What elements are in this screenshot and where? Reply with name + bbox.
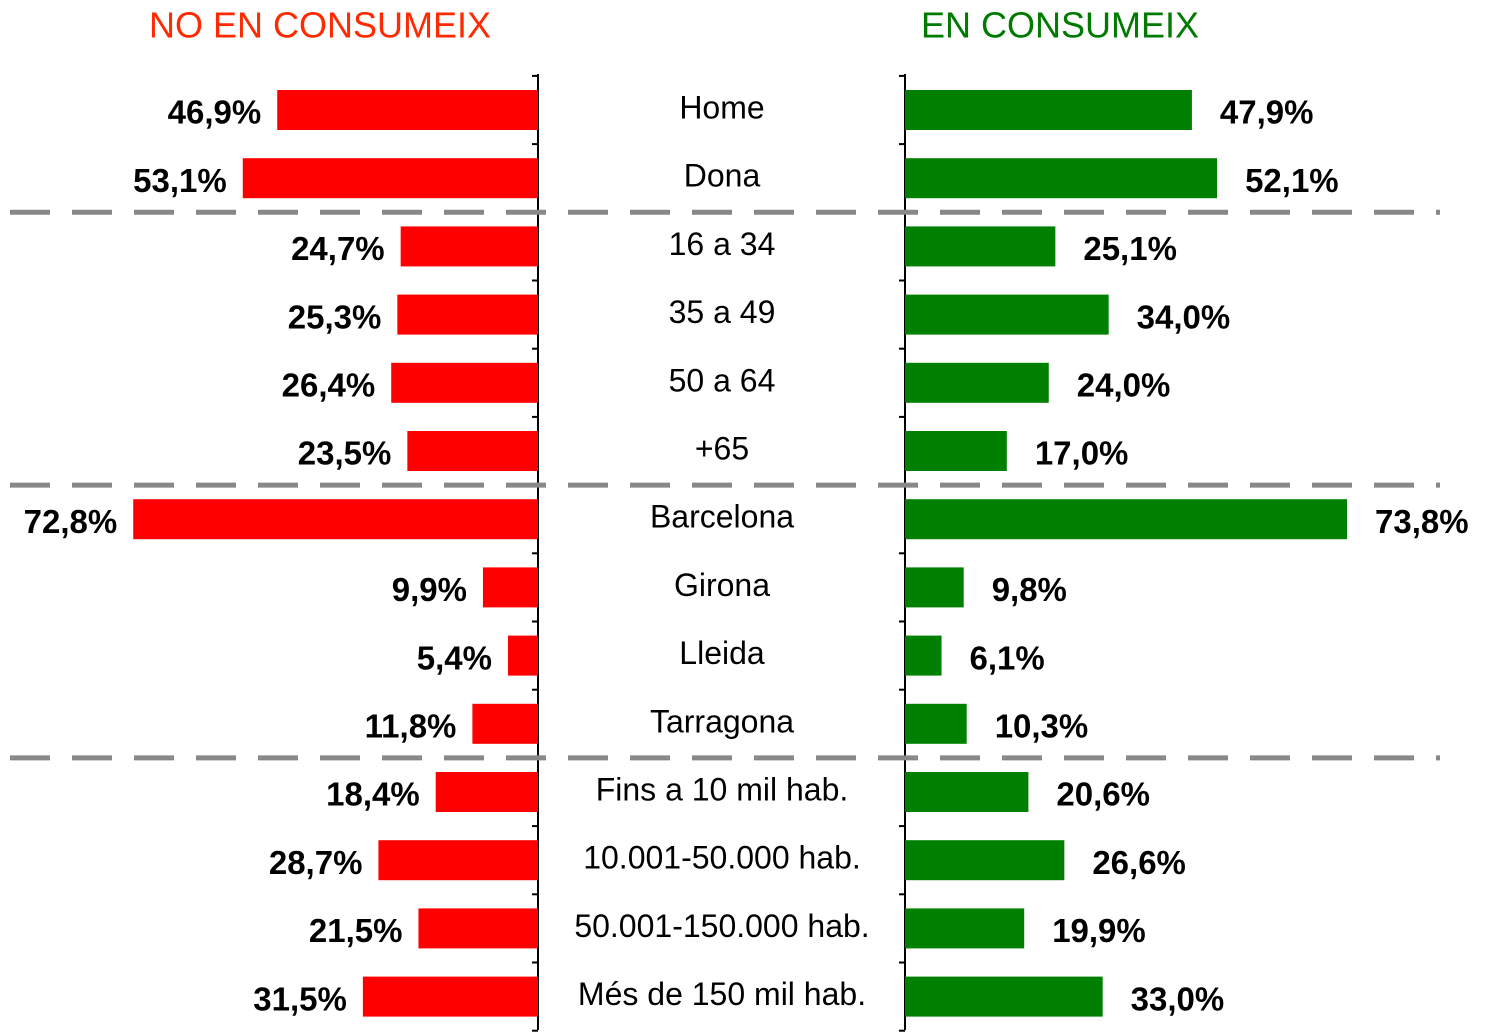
- value-label: 34,0%: [1137, 298, 1231, 335]
- bar: [905, 703, 967, 744]
- value-label: 24,0%: [1077, 367, 1171, 404]
- value-label: 28,7%: [269, 844, 363, 881]
- value-label: 18,4%: [326, 776, 420, 813]
- value-label: 5,4%: [417, 639, 492, 676]
- value-label: 52,1%: [1245, 162, 1339, 199]
- category-label: 10.001-50.000 hab.: [583, 840, 861, 876]
- value-label: 6,1%: [970, 639, 1045, 676]
- bar: [435, 772, 538, 812]
- value-label: 9,8%: [992, 571, 1067, 608]
- bar: [397, 294, 538, 335]
- value-label: 25,1%: [1083, 230, 1177, 267]
- bar: [362, 976, 538, 1017]
- value-label: 17,0%: [1035, 435, 1129, 472]
- value-label: 31,5%: [253, 980, 347, 1017]
- bar: [905, 431, 1007, 471]
- value-label: 73,8%: [1375, 503, 1469, 540]
- bar: [242, 158, 538, 199]
- value-label: 9,9%: [392, 571, 467, 608]
- series-title: NO EN CONSUMEIX: [149, 5, 491, 46]
- bar: [905, 908, 1025, 949]
- bar: [482, 567, 538, 608]
- value-label: 23,5%: [298, 435, 392, 472]
- series-title: EN CONSUMEIX: [921, 5, 1199, 46]
- category-label: 35 a 49: [669, 294, 776, 330]
- value-label: 46,9%: [168, 94, 262, 131]
- bar: [905, 772, 1029, 812]
- bar: [905, 499, 1348, 540]
- value-label: 20,6%: [1056, 776, 1150, 813]
- bar: [418, 908, 538, 949]
- bar: [905, 294, 1109, 335]
- category-label: 16 a 34: [669, 226, 776, 262]
- category-label: Més de 150 mil hab.: [578, 976, 866, 1012]
- bar: [277, 90, 538, 130]
- category-label: Girona: [674, 567, 770, 603]
- bar: [905, 90, 1192, 130]
- bar: [507, 635, 538, 676]
- value-label: 33,0%: [1131, 980, 1225, 1017]
- bar: [391, 362, 538, 403]
- bar: [905, 158, 1218, 199]
- bar: [905, 226, 1056, 267]
- category-label: Barcelona: [650, 499, 794, 535]
- category-label: Dona: [684, 158, 761, 194]
- category-label: Fins a 10 mil hab.: [596, 771, 849, 807]
- bar: [905, 840, 1065, 881]
- category-label: +65: [695, 430, 749, 466]
- category-label: Lleida: [679, 635, 765, 671]
- bar: [905, 362, 1049, 403]
- bar: [905, 976, 1103, 1017]
- value-label: 47,9%: [1220, 94, 1314, 131]
- category-label: 50 a 64: [669, 362, 776, 398]
- value-label: 19,9%: [1052, 912, 1146, 949]
- bar: [905, 567, 964, 608]
- value-label: 11,8%: [365, 708, 457, 745]
- value-label: 53,1%: [133, 162, 227, 199]
- value-label: 26,6%: [1092, 844, 1186, 881]
- bar: [407, 431, 538, 471]
- category-label: 50.001-150.000 hab.: [574, 908, 869, 944]
- bar: [133, 499, 538, 540]
- bar: [400, 226, 538, 267]
- bar: [472, 703, 538, 744]
- value-label: 21,5%: [309, 912, 403, 949]
- bar: [378, 840, 538, 881]
- bar: [905, 635, 942, 676]
- value-label: 25,3%: [288, 298, 382, 335]
- value-label: 10,3%: [995, 708, 1089, 745]
- category-label: Tarragona: [650, 703, 794, 739]
- value-label: 26,4%: [282, 367, 376, 404]
- value-label: 24,7%: [291, 230, 385, 267]
- value-label: 72,8%: [24, 503, 118, 540]
- category-label: Home: [679, 89, 764, 125]
